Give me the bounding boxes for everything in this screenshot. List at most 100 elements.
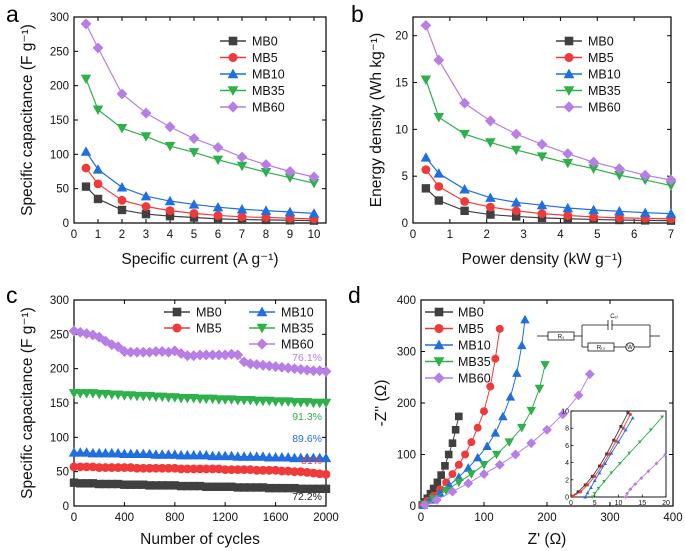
point-MB5-19 (189, 464, 199, 474)
point-MB0-24 (221, 482, 230, 491)
point-MB60-34 (282, 362, 294, 374)
point-MB5-1 (75, 462, 85, 472)
point-MB5-8 (614, 213, 624, 223)
circuit-label-w: W (627, 345, 633, 351)
inset-point-MB10-9 (630, 416, 635, 420)
panel-label-d: d (348, 282, 361, 308)
legend-label-MB10: MB10 (588, 68, 621, 82)
x-tick-label-5: 5 (191, 229, 197, 241)
annotation-MB0: 72.2% (292, 491, 322, 503)
x-tick-label-7: 7 (239, 229, 245, 241)
legend-marker-MB60 (563, 101, 575, 113)
point-MB5-9 (473, 423, 482, 432)
x-tick-label-3: 3 (143, 229, 149, 241)
point-MB10-7 (236, 204, 248, 214)
y-tick-label-2: 100 (50, 149, 69, 161)
point-MB5-4 (94, 463, 104, 472)
inset-point-MB10-3 (592, 478, 597, 483)
point-MB35-3 (140, 132, 152, 142)
legend-marker-MB0 (564, 36, 574, 46)
x-tick-label-4: 4 (167, 229, 174, 241)
point-MB5-30 (258, 465, 268, 475)
x-tick-label-2: 200 (537, 512, 556, 524)
legend-marker-MB60 (256, 338, 268, 350)
inset-point-MB5-0 (571, 494, 575, 498)
inset-point-MB5-2 (586, 483, 590, 487)
legend-marker-MB35 (433, 357, 445, 367)
inset-point-MB35-2 (596, 486, 601, 491)
point-MB35-1 (92, 105, 104, 115)
point-MB60-4 (479, 469, 489, 480)
point-MB5-4 (165, 206, 175, 216)
y-axis-label: Specific capacitance (F g⁻¹) (19, 24, 36, 216)
point-MB60-13 (150, 346, 162, 357)
point-MB0-26 (233, 483, 242, 492)
point-MB60-1 (92, 42, 104, 54)
point-MB5-14 (157, 463, 167, 473)
point-MB5-26 (233, 465, 243, 475)
point-MB35-1 (433, 112, 445, 123)
point-MB35-4 (164, 141, 176, 152)
point-MB5-5 (189, 208, 199, 218)
annotation-MB60: 76.1% (292, 352, 322, 364)
legend-label-MB60: MB60 (281, 338, 314, 352)
point-MB0-2 (117, 205, 127, 215)
point-MB0-3 (88, 479, 98, 488)
point-MB5-40 (321, 470, 331, 479)
point-MB0-40 (321, 484, 331, 494)
legend-label-MB60: MB60 (458, 372, 491, 386)
point-MB5-7 (589, 212, 599, 222)
y-tick-label-4: 200 (50, 81, 69, 93)
point-MB0-2 (460, 206, 469, 216)
inset-point-MB5-8 (628, 412, 632, 417)
point-MB5-11 (486, 382, 495, 391)
point-MB35-3 (485, 138, 496, 148)
point-MB5-1 (434, 182, 444, 191)
y-tick-label-1: 50 (56, 467, 69, 479)
point-MB10-9 (498, 411, 508, 421)
legend-label-MB0: MB0 (458, 306, 484, 320)
y-tick-label-0: 0 (63, 218, 69, 230)
point-MB60-28 (244, 358, 256, 370)
point-MB0-23 (214, 482, 224, 491)
circuit-label-rct: Rₜₛ (597, 346, 605, 352)
point-MB35-7 (588, 164, 599, 174)
point-MB35-2 (441, 486, 451, 496)
point-MB0-21 (202, 482, 211, 491)
point-MB0-7 (441, 462, 449, 470)
point-MB0-20 (195, 481, 205, 491)
point-MB10-3 (140, 190, 152, 201)
x-tick-label-0: 0 (410, 229, 416, 241)
point-MB5-0 (69, 462, 79, 472)
y-tick-label-6: 300 (50, 295, 69, 307)
point-MB5-10 (480, 407, 488, 416)
legend-label-MB35: MB35 (588, 84, 621, 98)
point-MB60-0 (68, 325, 80, 337)
point-MB60-2 (459, 97, 471, 109)
point-MB35-0 (420, 75, 432, 85)
point-MB0-39 (315, 484, 324, 494)
point-MB60-5 (536, 138, 548, 150)
point-MB35-4 (510, 145, 522, 156)
point-MB0-13 (151, 481, 161, 490)
point-MB5-10 (132, 463, 142, 473)
point-MB35-5 (188, 148, 200, 158)
point-MB0-0 (69, 478, 79, 487)
point-MB0-2 (82, 479, 91, 488)
point-MB60-37 (301, 364, 313, 376)
point-MB60-0 (420, 19, 432, 31)
point-MB60-15 (163, 346, 174, 358)
point-MB5-6 (563, 211, 573, 220)
point-MB5-7 (113, 463, 123, 472)
point-MB35-0 (80, 74, 92, 85)
point-MB5-13 (151, 463, 161, 473)
inset-point-MB10-2 (589, 485, 593, 490)
inset-point-MB60-4 (639, 476, 644, 481)
point-MB0-34 (284, 483, 293, 493)
inset-x-tick-label-3: 15 (638, 500, 646, 507)
point-MB60-40 (320, 365, 332, 377)
y-tick-label-3: 150 (50, 398, 69, 410)
point-MB60-25 (226, 348, 237, 360)
point-MB60-26 (232, 349, 244, 361)
point-MB60-3 (87, 329, 99, 341)
